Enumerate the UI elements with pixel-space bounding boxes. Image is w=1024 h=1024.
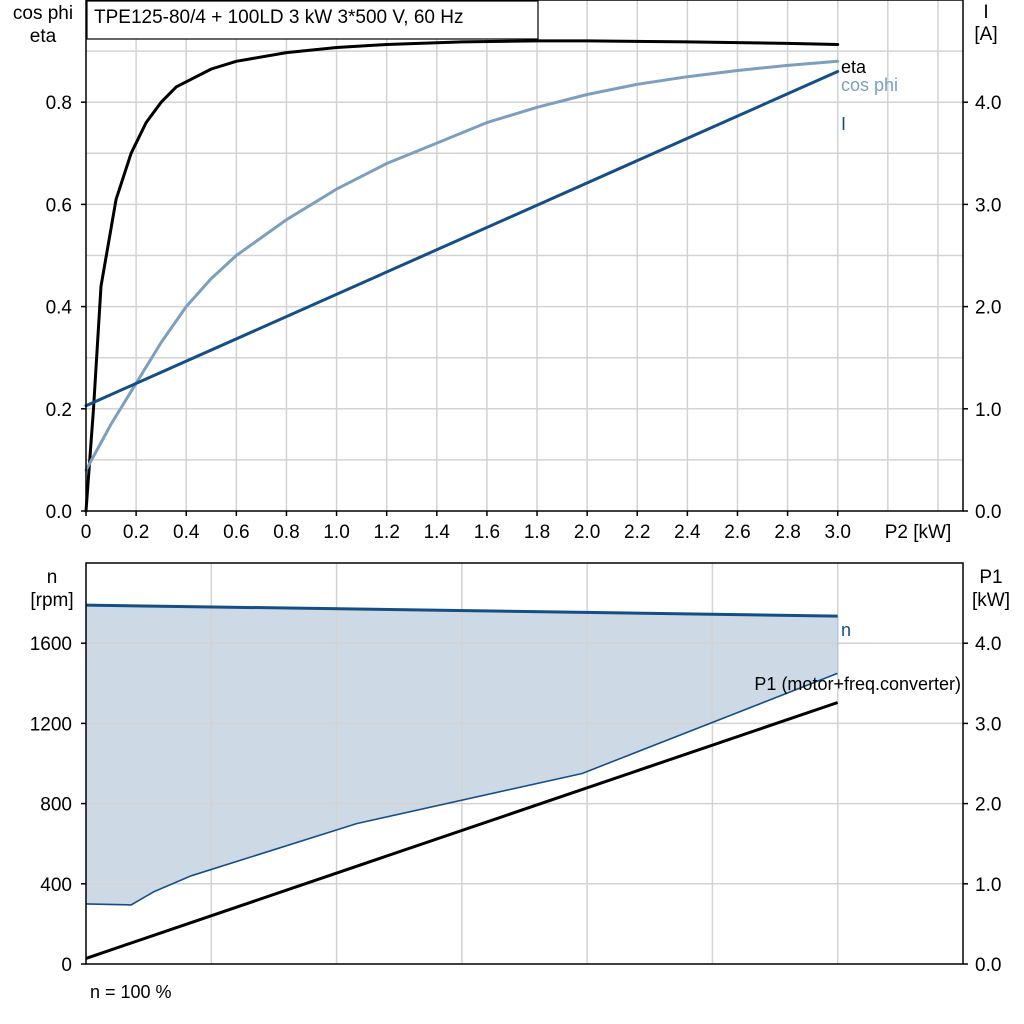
series-line-p1: [85, 701, 839, 960]
x-tick-label: 0.6: [223, 522, 249, 543]
x-tick-label: 0: [81, 522, 92, 543]
y-right2-label-line1: P1: [979, 567, 1002, 588]
x-tick-label: 1.2: [373, 522, 399, 543]
y-left-tick-label: 0.2: [46, 400, 72, 421]
series-line-eta: [84, 39, 840, 513]
y-right-tick-label: 1.0: [975, 400, 1001, 421]
bottom-ticks: 0 400 800 1200 1600 0.0 1.0 2.0 3.0 4.0: [30, 634, 1002, 976]
y-left2-label-line1: n: [47, 567, 58, 588]
bottom-chart: 0 400 800 1200 1600 0.0 1.0 2.0 3.0 4.0 n [rpm] P…: [30, 562, 1010, 1002]
x-tick-label: 0.8: [273, 522, 299, 543]
legend-p1: P1 (motor+freq.converter): [754, 674, 961, 694]
series-line-cos-phi: [84, 59, 840, 472]
y-right-tick-label: 0.0: [975, 502, 1001, 523]
y-left-tick-label: 0.8: [46, 93, 72, 114]
y-right2-tick-label: 1.0: [975, 875, 1001, 896]
y-left2-tick-label: 400: [40, 875, 72, 896]
legend-eta: eta: [841, 57, 867, 77]
y-right2-tick-label: 4.0: [975, 634, 1001, 655]
x-tick-label: 1.0: [323, 522, 349, 543]
bottom-series: [85, 603, 839, 960]
top-plot-frame: [85, 0, 964, 512]
y-left-tick-label: 0.0: [46, 502, 72, 523]
y-left-tick-label: 0.4: [46, 298, 73, 319]
series-line-n: [85, 603, 838, 618]
x-tick-label: 2.8: [774, 522, 800, 543]
y-right-tick-label: 2.0: [975, 298, 1001, 319]
x-tick-label: 2.4: [674, 522, 701, 543]
y-left2-tick-label: 1600: [30, 634, 72, 655]
legend-current: I: [841, 114, 846, 134]
y-left-label-line1: cos phi: [13, 3, 73, 24]
x-tick-label: 2.6: [724, 522, 750, 543]
y-left2-tick-label: 800: [40, 795, 72, 816]
y-right2-tick-label: 0.0: [975, 955, 1001, 976]
x-tick-label: 1.6: [474, 522, 500, 543]
y-right-tick-label: 4.0: [975, 93, 1001, 114]
y-left2-label-line2: [rpm]: [30, 590, 73, 611]
y-right-label-line1: I: [983, 2, 988, 23]
legend-cos-phi: cos phi: [841, 75, 898, 95]
y-right-tick-label: 3.0: [975, 195, 1001, 216]
y-left-label-line2: eta: [30, 26, 57, 47]
chart-title: TPE125-80/4 + 100LD 3 kW 3*500 V, 60 Hz: [94, 7, 464, 28]
x-tick-label: 0.4: [173, 522, 200, 543]
y-left2-tick-label: 0: [61, 955, 72, 976]
x-tick-label: 1.4: [424, 522, 451, 543]
series-line-range-lower: [85, 672, 838, 906]
bottom-plot-frame: [85, 562, 964, 965]
y-right-label-line2: [A]: [974, 24, 997, 45]
x-tick-label: 2.0: [574, 522, 600, 543]
legend-speed: n: [841, 620, 851, 640]
top-chart: 0 0.2 0.4 0.6 0.8 1.0 1.2 1.4 1.6 1.8 2.0 2.2 2.4 2.6…: [13, 0, 1002, 543]
x-axis-label: P2 [kW]: [885, 522, 952, 543]
top-ticks: 0 0.2 0.4 0.6 0.8 1.0 1.2 1.4 1.6 1.8 2.0 2.2 2.4 2.6…: [46, 93, 1002, 543]
y-right2-tick-label: 3.0: [975, 714, 1001, 735]
series-line-i: [84, 70, 840, 408]
y-right2-label-line2: [kW]: [972, 590, 1010, 611]
chart-title-box: [86, 0, 539, 40]
y-right2-tick-label: 2.0: [975, 795, 1001, 816]
top-series: [84, 39, 840, 513]
x-tick-label: 3.0: [825, 522, 851, 543]
x-tick-label: 2.2: [624, 522, 650, 543]
y-left2-tick-label: 1200: [30, 714, 72, 735]
y-left-tick-label: 0.6: [46, 195, 72, 216]
footnote: n = 100 %: [90, 982, 172, 1002]
x-tick-label: 0.2: [123, 522, 149, 543]
x-tick-label: 1.8: [524, 522, 550, 543]
top-grid: [86, 0, 963, 511]
